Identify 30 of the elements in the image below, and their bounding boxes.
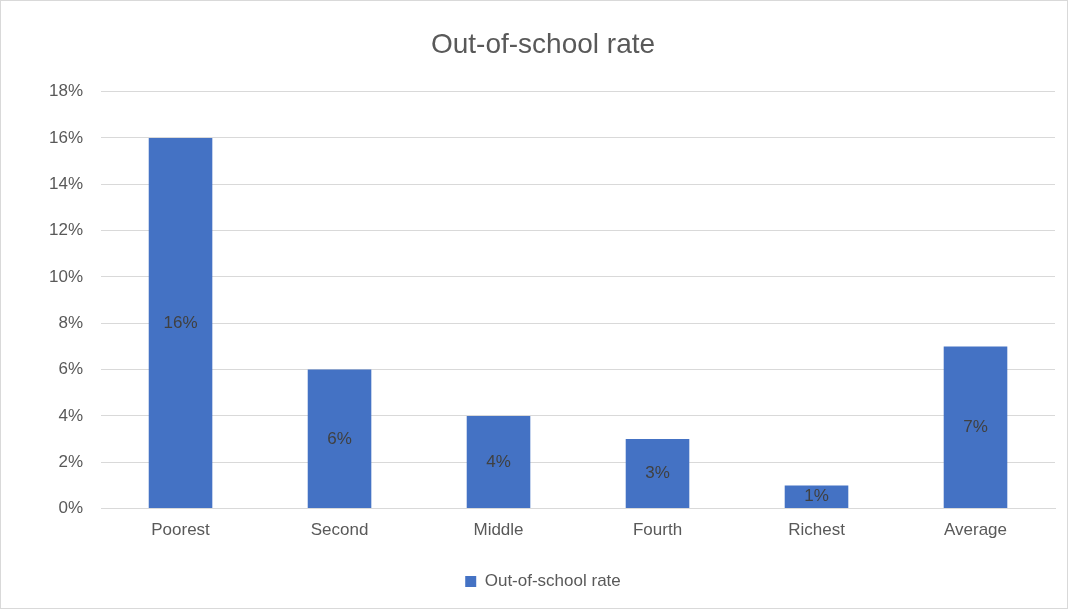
bar bbox=[943, 346, 1008, 509]
x-tick-label: Average bbox=[943, 520, 1008, 540]
bar bbox=[307, 369, 372, 509]
data-label: 16% bbox=[163, 312, 198, 332]
y-tick-label: 18% bbox=[48, 81, 84, 101]
x-tick-label: Second bbox=[310, 520, 369, 540]
x-tick-label: Middle bbox=[473, 520, 524, 540]
y-tick-label: 12% bbox=[48, 220, 84, 240]
data-label: 4% bbox=[486, 451, 511, 471]
data-label: 3% bbox=[645, 463, 670, 483]
y-tick-label: 16% bbox=[48, 127, 84, 147]
x-tick-label: Poorest bbox=[151, 520, 211, 540]
x-tick-label: Fourth bbox=[632, 520, 683, 540]
legend-label: Out-of-school rate bbox=[484, 571, 621, 591]
data-label: 6% bbox=[327, 428, 352, 448]
bar bbox=[148, 137, 213, 509]
x-tick-label: Richest bbox=[788, 520, 846, 540]
y-tick-label: 6% bbox=[58, 359, 84, 379]
data-label: 7% bbox=[963, 416, 988, 436]
bar bbox=[625, 439, 690, 509]
y-tick-label: 2% bbox=[58, 451, 84, 471]
y-tick-label: 8% bbox=[58, 312, 84, 332]
y-tick-label: 0% bbox=[58, 498, 84, 518]
y-tick-label: 10% bbox=[48, 266, 84, 286]
bar bbox=[466, 415, 531, 509]
data-label: 1% bbox=[804, 486, 829, 506]
y-tick-label: 14% bbox=[48, 173, 84, 193]
chart-title: Out-of-school rate bbox=[430, 27, 656, 59]
bar bbox=[784, 485, 849, 509]
y-tick-label: 4% bbox=[58, 405, 84, 425]
